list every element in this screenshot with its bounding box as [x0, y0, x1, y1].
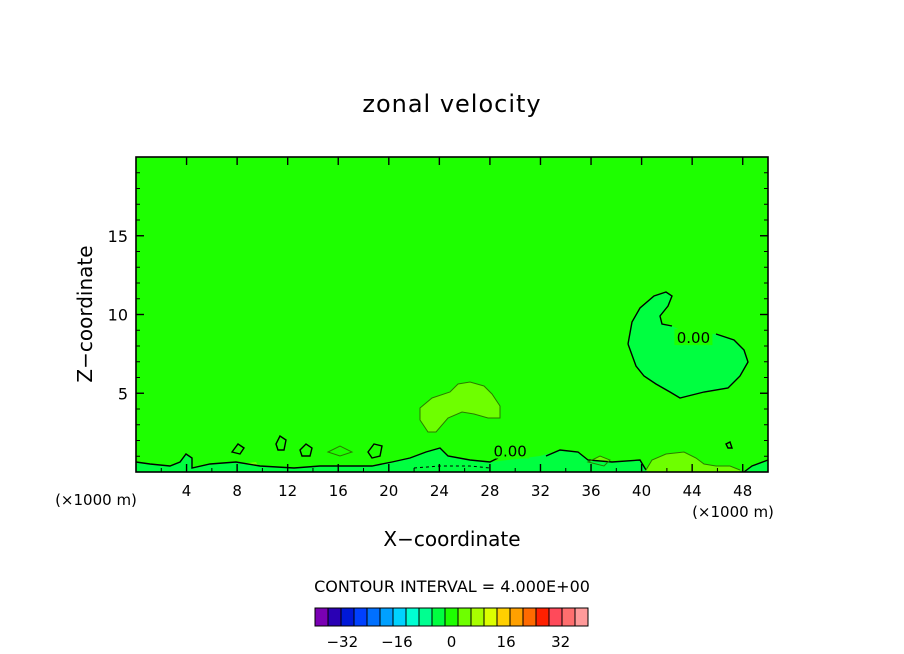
zero-contour-small-3	[299, 443, 313, 457]
colorbar-swatch	[509, 607, 524, 627]
x-tick-label: 4	[182, 482, 192, 500]
y-tick-label: 5	[118, 384, 128, 403]
colorbar-tick-label: 16	[497, 633, 516, 651]
x-tick-label: 24	[430, 482, 449, 500]
colorbar-swatch	[314, 607, 329, 627]
contour-interval-text: CONTOUR INTERVAL = 4.000E+00	[314, 577, 590, 596]
x-axis-label: X−coordinate	[383, 527, 520, 551]
x-tick-label: 44	[683, 482, 702, 500]
positive-region-mid	[420, 382, 500, 432]
colorbar-swatch	[470, 607, 485, 627]
x-tick-label: 20	[379, 482, 398, 500]
colorbar-swatch	[327, 607, 342, 627]
x-unit-note-right: (×1000 m)	[692, 503, 774, 521]
colorbar-swatch	[535, 607, 550, 627]
negative-region-bottom	[136, 448, 648, 472]
zero-contour-right	[627, 291, 673, 345]
x-tick-label: 16	[329, 482, 348, 500]
y-tick-label: 10	[108, 306, 128, 325]
zero-contour-small-4	[367, 443, 383, 459]
y-axis: 5 10 15	[108, 172, 768, 457]
contour-labels: 0.00 0.00	[491, 329, 713, 461]
colorbar-swatch	[496, 607, 511, 627]
plot-area: 0.00 0.00	[135, 156, 769, 473]
positive-outlines	[326, 381, 741, 471]
chart-title: zonal velocity	[362, 90, 541, 118]
contour-lines	[135, 291, 769, 473]
x-tick-label: 12	[278, 482, 297, 500]
y-tick-label: 15	[108, 227, 128, 246]
zero-contour-small-5	[725, 441, 733, 449]
field-background	[136, 157, 768, 472]
colorbar-swatch	[483, 607, 498, 627]
colorbar-tick-label: 32	[551, 633, 570, 651]
y-axis-label: Z−coordinate	[73, 245, 97, 382]
contour-label: 0.00	[493, 443, 526, 461]
contour-label-bg	[491, 442, 530, 459]
colorbar-swatch	[431, 607, 446, 627]
colorbar: −32 −16 0 16 32	[314, 607, 589, 651]
x-tick-label: 36	[581, 482, 600, 500]
colorbar-swatch	[392, 607, 407, 627]
colorbar-swatch	[353, 607, 368, 627]
colorbar-swatch	[366, 607, 381, 627]
x-tick-label: 40	[632, 482, 651, 500]
zero-contour-right-lower	[627, 333, 749, 399]
zero-contour-edge-right	[743, 459, 769, 473]
colorbar-swatch	[405, 607, 420, 627]
colorbar-swatch	[457, 607, 472, 627]
colorbar-swatch	[444, 607, 459, 627]
contour-label-bg	[674, 329, 713, 346]
x-axis: 4 8 12 16 20 24 28 32 36 40 44 48	[160, 157, 752, 500]
positive-outline-small-2	[586, 455, 611, 467]
x-tick-label: 8	[232, 482, 242, 500]
positive-outline-bottom-right	[645, 451, 741, 471]
zero-contour-bottom-right	[545, 449, 647, 471]
colorbar-swatch	[340, 607, 355, 627]
negative-region-bottom-right-edge	[744, 460, 768, 472]
x-tick-label: 48	[733, 482, 752, 500]
colorbar-swatch	[561, 607, 576, 627]
zero-contour-small-2	[275, 434, 287, 451]
positive-outline-small-1	[326, 445, 354, 457]
x-unit-note-left: (×1000 m)	[55, 491, 137, 509]
colorbar-swatch	[574, 607, 589, 627]
colorbar-tick-label: −32	[326, 633, 358, 651]
colorbar-swatch	[522, 607, 537, 627]
colorbar-tick-label: 0	[447, 633, 457, 651]
colorbar-swatch	[418, 607, 433, 627]
x-tick-label: 28	[480, 482, 499, 500]
zero-contour-small-1	[230, 443, 245, 455]
colorbar-swatch	[379, 607, 394, 627]
contour-label: 0.00	[677, 329, 710, 347]
x-tick-label: 32	[531, 482, 550, 500]
colorbar-swatch	[548, 607, 563, 627]
negative-dashed-contour	[413, 465, 491, 469]
zero-contour-bottom	[135, 447, 499, 469]
positive-region-bottom-right	[646, 452, 740, 472]
colorbar-tick-label: −16	[381, 633, 413, 651]
positive-outline-mid	[419, 381, 501, 433]
